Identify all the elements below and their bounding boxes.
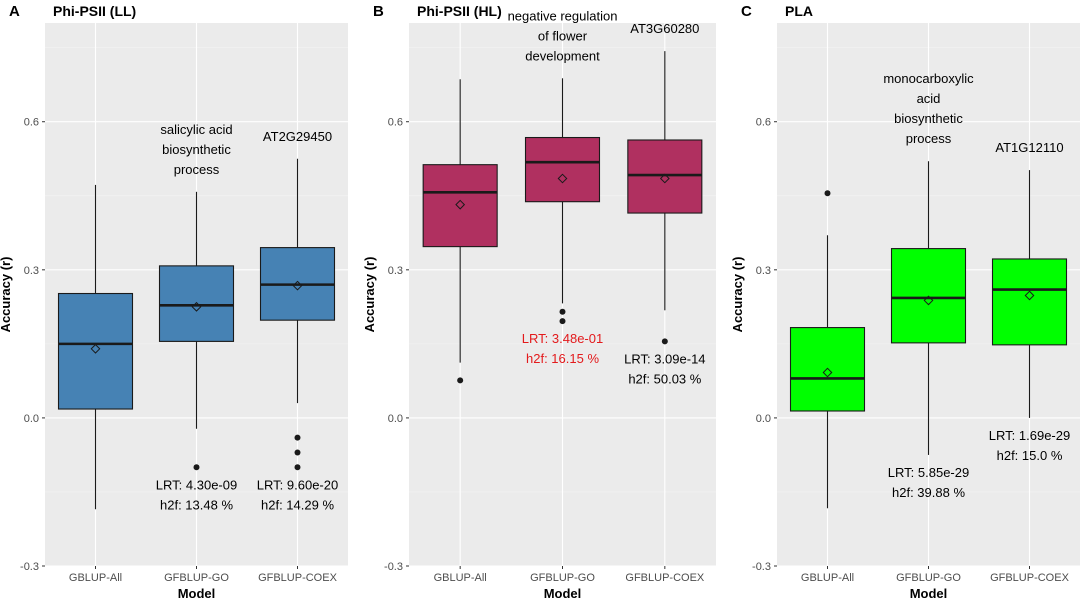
y-axis-label: Accuracy (r): [0, 257, 13, 333]
feature-annotation: biosynthetic: [894, 111, 963, 126]
mean-marker: [923, 295, 934, 306]
y-axis-label: Accuracy (r): [362, 257, 377, 333]
x-axis-label: Model: [544, 586, 582, 601]
x-tick-label: GFBLUP-GO: [896, 572, 961, 584]
y-tick-label: -0.3: [20, 561, 39, 573]
x-tick-label: GFBLUP-GO: [164, 572, 229, 584]
mean-marker: [659, 173, 670, 184]
x-tick-label: GBLUP-All: [69, 572, 122, 584]
stats-annotation: LRT: 5.85e-29: [888, 465, 969, 480]
box-iqr: [57, 292, 134, 410]
outlier-point: [559, 308, 566, 315]
y-tick-label: -0.3: [384, 561, 403, 573]
x-tick-label: GFBLUP-COEX: [625, 572, 705, 584]
feature-annotation: process: [174, 162, 220, 177]
panel-a: -0.3 0.0 0.3 0.6 GBLUP-All GFBLUP-GO GFBLUP-CO…: [0, 3, 348, 601]
box-iqr: [422, 164, 498, 248]
stats-annotation: h2f: 50.03 %: [628, 371, 701, 386]
y-axis-label: Accuracy (r): [730, 257, 745, 333]
y-tick-label: 0.3: [388, 265, 403, 277]
box-iqr: [627, 139, 703, 214]
box-iqr: [991, 258, 1068, 346]
panel-letter: C: [741, 3, 752, 20]
panel-b: -0.3 0.0 0.3 0.6 GBLUP-All GFBLUP-GO GFBLUP-CO…: [362, 3, 716, 601]
mean-marker: [455, 199, 466, 210]
feature-annotation: AT2G29450: [263, 129, 332, 144]
panel-c: -0.3 0.0 0.3 0.6 GBLUP-All GFBLUP-GO GFBLUP-CO…: [730, 3, 1080, 601]
feature-annotation: salicylic acid: [160, 122, 232, 137]
stats-annotation: h2f: 13.48 %: [160, 497, 233, 512]
mean-marker: [1024, 290, 1035, 301]
box-iqr: [158, 265, 235, 342]
panel-letter: B: [373, 3, 384, 20]
y-tick-label: 0.0: [24, 413, 39, 425]
outlier-point: [824, 190, 831, 197]
x-tick-label: GBLUP-All: [434, 572, 487, 584]
stats-annotation: LRT: 1.69e-29: [989, 428, 1070, 443]
y-tick-label: 0.6: [756, 117, 771, 129]
mean-marker: [557, 173, 568, 184]
outlier-point: [559, 318, 566, 325]
panel-title: PLA: [785, 3, 813, 19]
stats-annotation: LRT: 4.30e-09: [156, 477, 237, 492]
mean-marker: [292, 280, 303, 291]
y-tick-label: 0.3: [24, 265, 39, 277]
outlier-point: [294, 434, 301, 441]
y-tick-label: 0.0: [756, 413, 771, 425]
stats-annotation: h2f: 15.0 %: [997, 448, 1063, 463]
feature-annotation: biosynthetic: [162, 142, 231, 157]
outlier-point: [661, 338, 668, 345]
mean-marker: [822, 367, 833, 378]
stats-annotation: h2f: 39.88 %: [892, 485, 965, 500]
mean-marker: [191, 301, 202, 312]
panel-title: Phi-PSII (LL): [53, 3, 136, 19]
feature-annotation: monocarboxylic: [883, 71, 974, 86]
stats-annotation: LRT: 3.09e-14: [624, 351, 705, 366]
stats-annotation: LRT: 3.48e-01: [522, 331, 603, 346]
stats-annotation: h2f: 16.15 %: [526, 351, 599, 366]
x-tick-label: GFBLUP-COEX: [258, 572, 338, 584]
x-axis-label: Model: [178, 586, 216, 601]
feature-annotation: negative regulation: [508, 8, 618, 23]
feature-annotation: development: [525, 48, 600, 63]
outlier-point: [457, 377, 464, 384]
feature-annotation: process: [906, 131, 952, 146]
mean-marker: [90, 343, 101, 354]
outlier-point: [294, 464, 301, 471]
stats-annotation: LRT: 9.60e-20: [257, 477, 338, 492]
y-tick-label: -0.3: [752, 561, 771, 573]
x-tick-label: GFBLUP-COEX: [990, 572, 1070, 584]
x-tick-label: GBLUP-All: [801, 572, 854, 584]
panel-letter: A: [9, 3, 20, 20]
y-tick-label: 0.0: [388, 413, 403, 425]
feature-annotation: AT3G60280: [630, 21, 699, 36]
stats-annotation: h2f: 14.29 %: [261, 497, 334, 512]
y-tick-label: 0.3: [756, 265, 771, 277]
x-axis-label: Model: [910, 586, 948, 601]
box-iqr: [524, 136, 601, 203]
outlier-point: [193, 464, 200, 471]
feature-annotation: of flower: [538, 28, 588, 43]
box-iqr: [789, 327, 866, 412]
y-tick-label: 0.6: [388, 117, 403, 129]
panel-title: Phi-PSII (HL): [417, 3, 502, 19]
outlier-point: [294, 449, 301, 456]
y-tick-label: 0.6: [24, 117, 39, 129]
feature-annotation: AT1G12110: [995, 140, 1063, 155]
x-tick-label: GFBLUP-GO: [530, 572, 595, 584]
feature-annotation: acid: [917, 91, 941, 106]
